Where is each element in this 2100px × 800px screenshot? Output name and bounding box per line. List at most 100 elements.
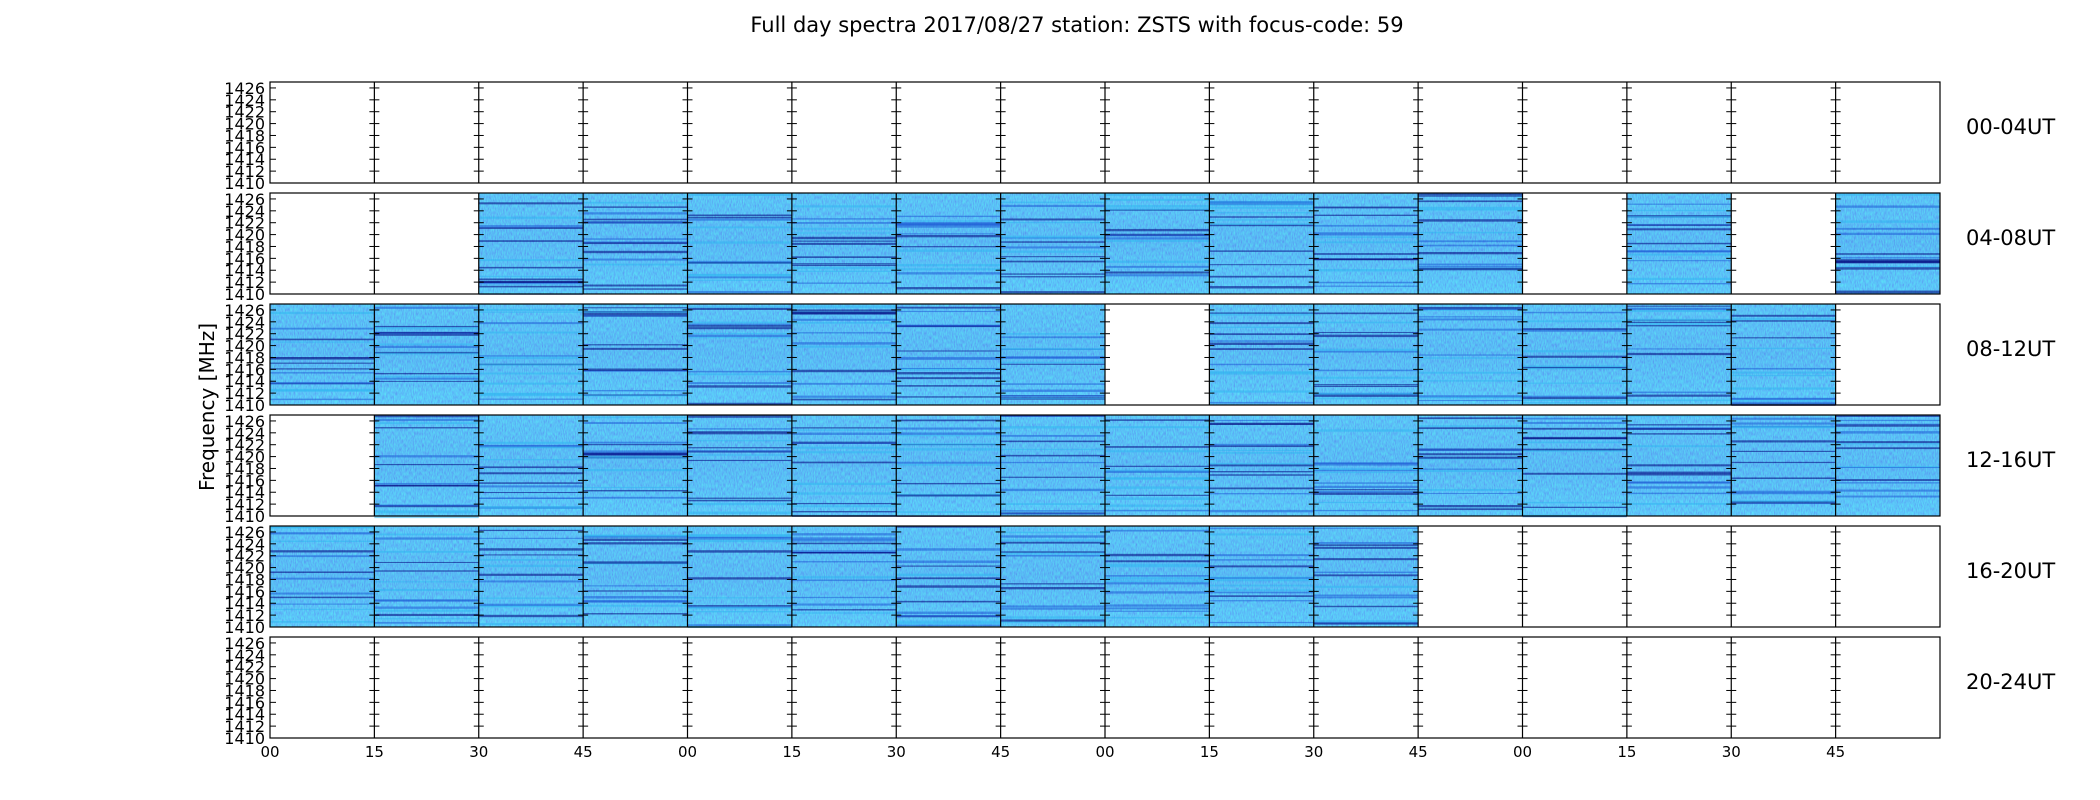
spectrum-cell	[791, 193, 897, 294]
y-tick-label: 1414	[224, 483, 265, 502]
row-label: 04-08UT	[1966, 226, 2055, 250]
y-tick-label: 1412	[224, 717, 265, 736]
spectrum-cell	[1209, 415, 1314, 516]
spectrum-cell	[1105, 415, 1210, 516]
x-tick-label: 30	[1722, 743, 1741, 761]
spectrum-cell	[1209, 526, 1314, 627]
x-tick-label: 45	[991, 743, 1010, 761]
spectrum-cell	[270, 304, 375, 405]
x-tick-label: 30	[469, 743, 488, 761]
spectrum-cell	[583, 526, 688, 627]
row-label: 08-12UT	[1966, 337, 2055, 361]
y-tick-label: 1422	[224, 436, 265, 455]
spectrum-cell	[1626, 193, 1732, 294]
y-tick-label: 1418	[224, 126, 265, 145]
spectrum-cell	[687, 193, 792, 294]
y-tick-label: 1412	[224, 162, 265, 181]
spectrum-cell	[1313, 193, 1419, 294]
spectrum-cell	[374, 415, 479, 519]
spectrum-cell	[1000, 304, 1105, 405]
y-tick-label: 1424	[224, 424, 265, 443]
x-tick-label: 00	[678, 743, 697, 761]
spectrum-cell	[1626, 415, 1732, 516]
spectrum-cell	[478, 415, 584, 516]
y-tick-label: 1422	[224, 658, 265, 677]
spectrum-cell	[791, 526, 897, 627]
y-tick-label: 1420	[224, 337, 265, 356]
x-tick-label: 00	[1095, 743, 1114, 761]
y-tick-label: 1418	[224, 459, 265, 478]
y-tick-label: 1422	[224, 214, 265, 233]
x-tick-label: 45	[1409, 743, 1428, 761]
spectrum-cell	[478, 526, 584, 627]
x-tick-label: 00	[1513, 743, 1532, 761]
spectrum-cell	[1313, 526, 1419, 627]
spectrum-cell	[791, 304, 897, 405]
spectrum-cell	[1418, 193, 1523, 294]
y-tick-label: 1410	[224, 618, 265, 637]
spectrum-cell	[1835, 193, 1940, 295]
spectrum-cell	[1418, 304, 1523, 405]
spectrum-cell	[1000, 526, 1105, 627]
y-tick-label: 1412	[224, 606, 265, 625]
y-tick-label: 1422	[224, 547, 265, 566]
x-tick-label: 45	[1826, 743, 1845, 761]
y-tick-label: 1412	[224, 384, 265, 403]
y-tick-label: 1420	[224, 448, 265, 467]
spectrum-cell	[896, 193, 1001, 294]
y-tick-label: 1410	[224, 729, 265, 748]
spectrum-cell	[896, 415, 1001, 517]
spectrum-cell	[1313, 304, 1419, 405]
row-label: 00-04UT	[1966, 115, 2055, 139]
y-tick-label: 1424	[224, 202, 265, 221]
y-axis-label: Frequency [MHz]	[195, 323, 219, 491]
y-tick-label: 1414	[224, 705, 265, 724]
spectrum-cell	[374, 526, 479, 627]
y-tick-label: 1410	[224, 507, 265, 526]
spectrum-cell	[1105, 526, 1210, 627]
y-tick-label: 1416	[224, 360, 265, 379]
y-tick-label: 1426	[224, 79, 265, 98]
y-tick-label: 1410	[224, 396, 265, 415]
spectrum-cell	[1418, 415, 1523, 516]
x-tick-label: 15	[365, 743, 384, 761]
x-axis: 00 15 30 45 00 15 30 45 00 15 30 45 00 15 30 45	[260, 743, 1845, 761]
y-tick-label: 1418	[224, 237, 265, 256]
y-tick-label: 1420	[224, 559, 265, 578]
spectrum-cell	[1731, 415, 1836, 516]
spectrum-cell	[1105, 193, 1210, 294]
row-label: 12-16UT	[1966, 448, 2055, 472]
y-tick-label: 1426	[224, 412, 265, 431]
y-tick-label: 1414	[224, 261, 265, 280]
y-tick-label: 1418	[224, 681, 265, 700]
y-tick-label: 1426	[224, 190, 265, 209]
y-tick-label: 1416	[224, 693, 265, 712]
y-tick-label: 1426	[224, 634, 265, 653]
y-tick-label: 1416	[224, 582, 265, 601]
x-tick-label: 00	[260, 743, 279, 761]
y-tick-label: 1424	[224, 91, 265, 110]
x-tick-label: 45	[574, 743, 593, 761]
y-tick-label: 1422	[224, 103, 265, 122]
y-tick-label: 1420	[224, 670, 265, 689]
y-tick-label: 1426	[224, 301, 265, 320]
spectrum-cell	[1000, 193, 1105, 294]
rows-layer: 14101412141414161418142014221424142600-0…	[224, 79, 2055, 748]
spectrum-cell	[687, 304, 792, 405]
spectrum-cell	[478, 304, 584, 405]
y-tick-label: 1426	[224, 523, 265, 542]
chart-title: Full day spectra 2017/08/27 station: ZST…	[750, 13, 1403, 37]
spectrum-cell	[1313, 415, 1419, 516]
x-tick-label: 15	[782, 743, 801, 761]
y-tick-label: 1414	[224, 372, 265, 391]
spectrum-cell	[687, 526, 792, 629]
spectrum-cell	[687, 415, 792, 516]
row-label: 20-24UT	[1966, 670, 2055, 694]
